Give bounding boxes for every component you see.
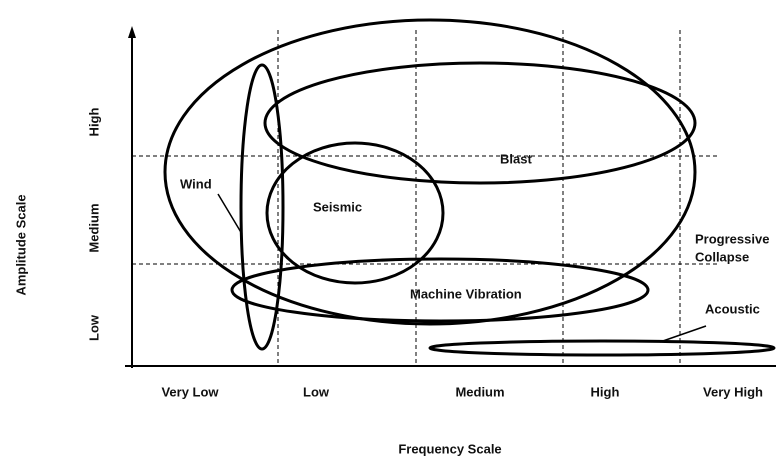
x-category: Very Low: [161, 384, 219, 399]
x-category: High: [591, 384, 620, 399]
region-label: Seismic: [313, 199, 362, 214]
wind-pointer: [217, 193, 243, 235]
x-category: Very High: [703, 384, 763, 399]
y-category: Low: [86, 314, 101, 341]
region-label: Wind: [180, 176, 212, 191]
region-label: Collapse: [695, 249, 749, 264]
x-category: Low: [303, 384, 330, 399]
wind-region: [239, 63, 285, 351]
y-category: Medium: [86, 203, 101, 252]
grid: [132, 30, 720, 366]
machine-vibration-region: [230, 257, 650, 323]
seismic-region: [265, 141, 445, 285]
region-label: Machine Vibration: [410, 286, 522, 301]
region-label: Blast: [500, 151, 532, 166]
acoustic-pointer: [659, 325, 707, 343]
y-axis-arrow: [128, 26, 136, 38]
y-axis-title: Amplitude Scale: [13, 194, 28, 295]
blast-region: [263, 61, 697, 185]
acoustic-region: [428, 339, 776, 357]
x-axis-title: Frequency Scale: [398, 441, 501, 456]
region-label: Progressive: [695, 231, 769, 246]
region-label: Acoustic: [705, 301, 760, 316]
x-category: Medium: [455, 384, 504, 399]
y-category: High: [86, 108, 101, 137]
progressive-collapse-region: [163, 18, 697, 326]
